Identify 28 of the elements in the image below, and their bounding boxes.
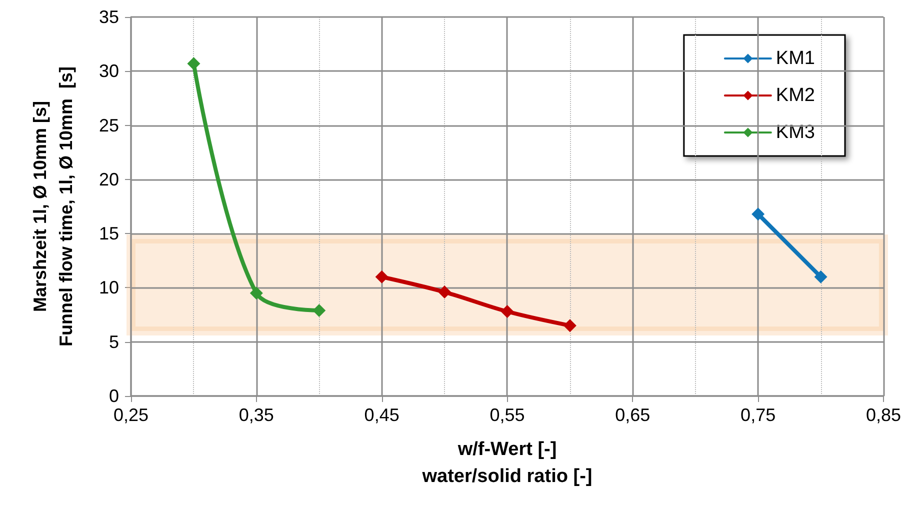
x-tick-label: 0,85 (866, 405, 902, 425)
x-axis-title: w/f-Wert [-] water/solid ratio [-] (421, 439, 592, 487)
x-tick-label: 0,55 (490, 405, 525, 425)
y-tick-label: 10 (98, 278, 119, 298)
point (563, 319, 576, 332)
point (438, 286, 452, 299)
legend-label: KM2 (776, 85, 816, 106)
y-axis-title: Marshzeit 1l, Ø 10mm [s] Funnel flow time, 1l, Ø 10mm [s] (30, 66, 76, 347)
point (250, 286, 263, 300)
point (814, 270, 828, 284)
y-tick-label: 15 (98, 224, 119, 244)
point (752, 208, 765, 221)
y-tick-label: 35 (98, 7, 119, 27)
y-tick-label: 0 (108, 386, 119, 406)
x-tick-label: 0,65 (615, 405, 650, 425)
point (187, 57, 200, 70)
x-tick-label: 0,75 (740, 405, 776, 425)
x-tick-label: 0,35 (238, 405, 274, 425)
y-tick-label: 20 (98, 169, 119, 190)
point (375, 270, 388, 284)
point (500, 305, 514, 318)
point (312, 304, 326, 317)
y-tick-label: 30 (98, 61, 119, 82)
legend-label: KM1 (776, 48, 816, 69)
y-tick-label: 5 (108, 332, 119, 352)
x-tick-label: 0,25 (113, 405, 149, 425)
y-tick-label: 25 (98, 115, 119, 136)
x-tick-label: 0,45 (364, 405, 400, 425)
